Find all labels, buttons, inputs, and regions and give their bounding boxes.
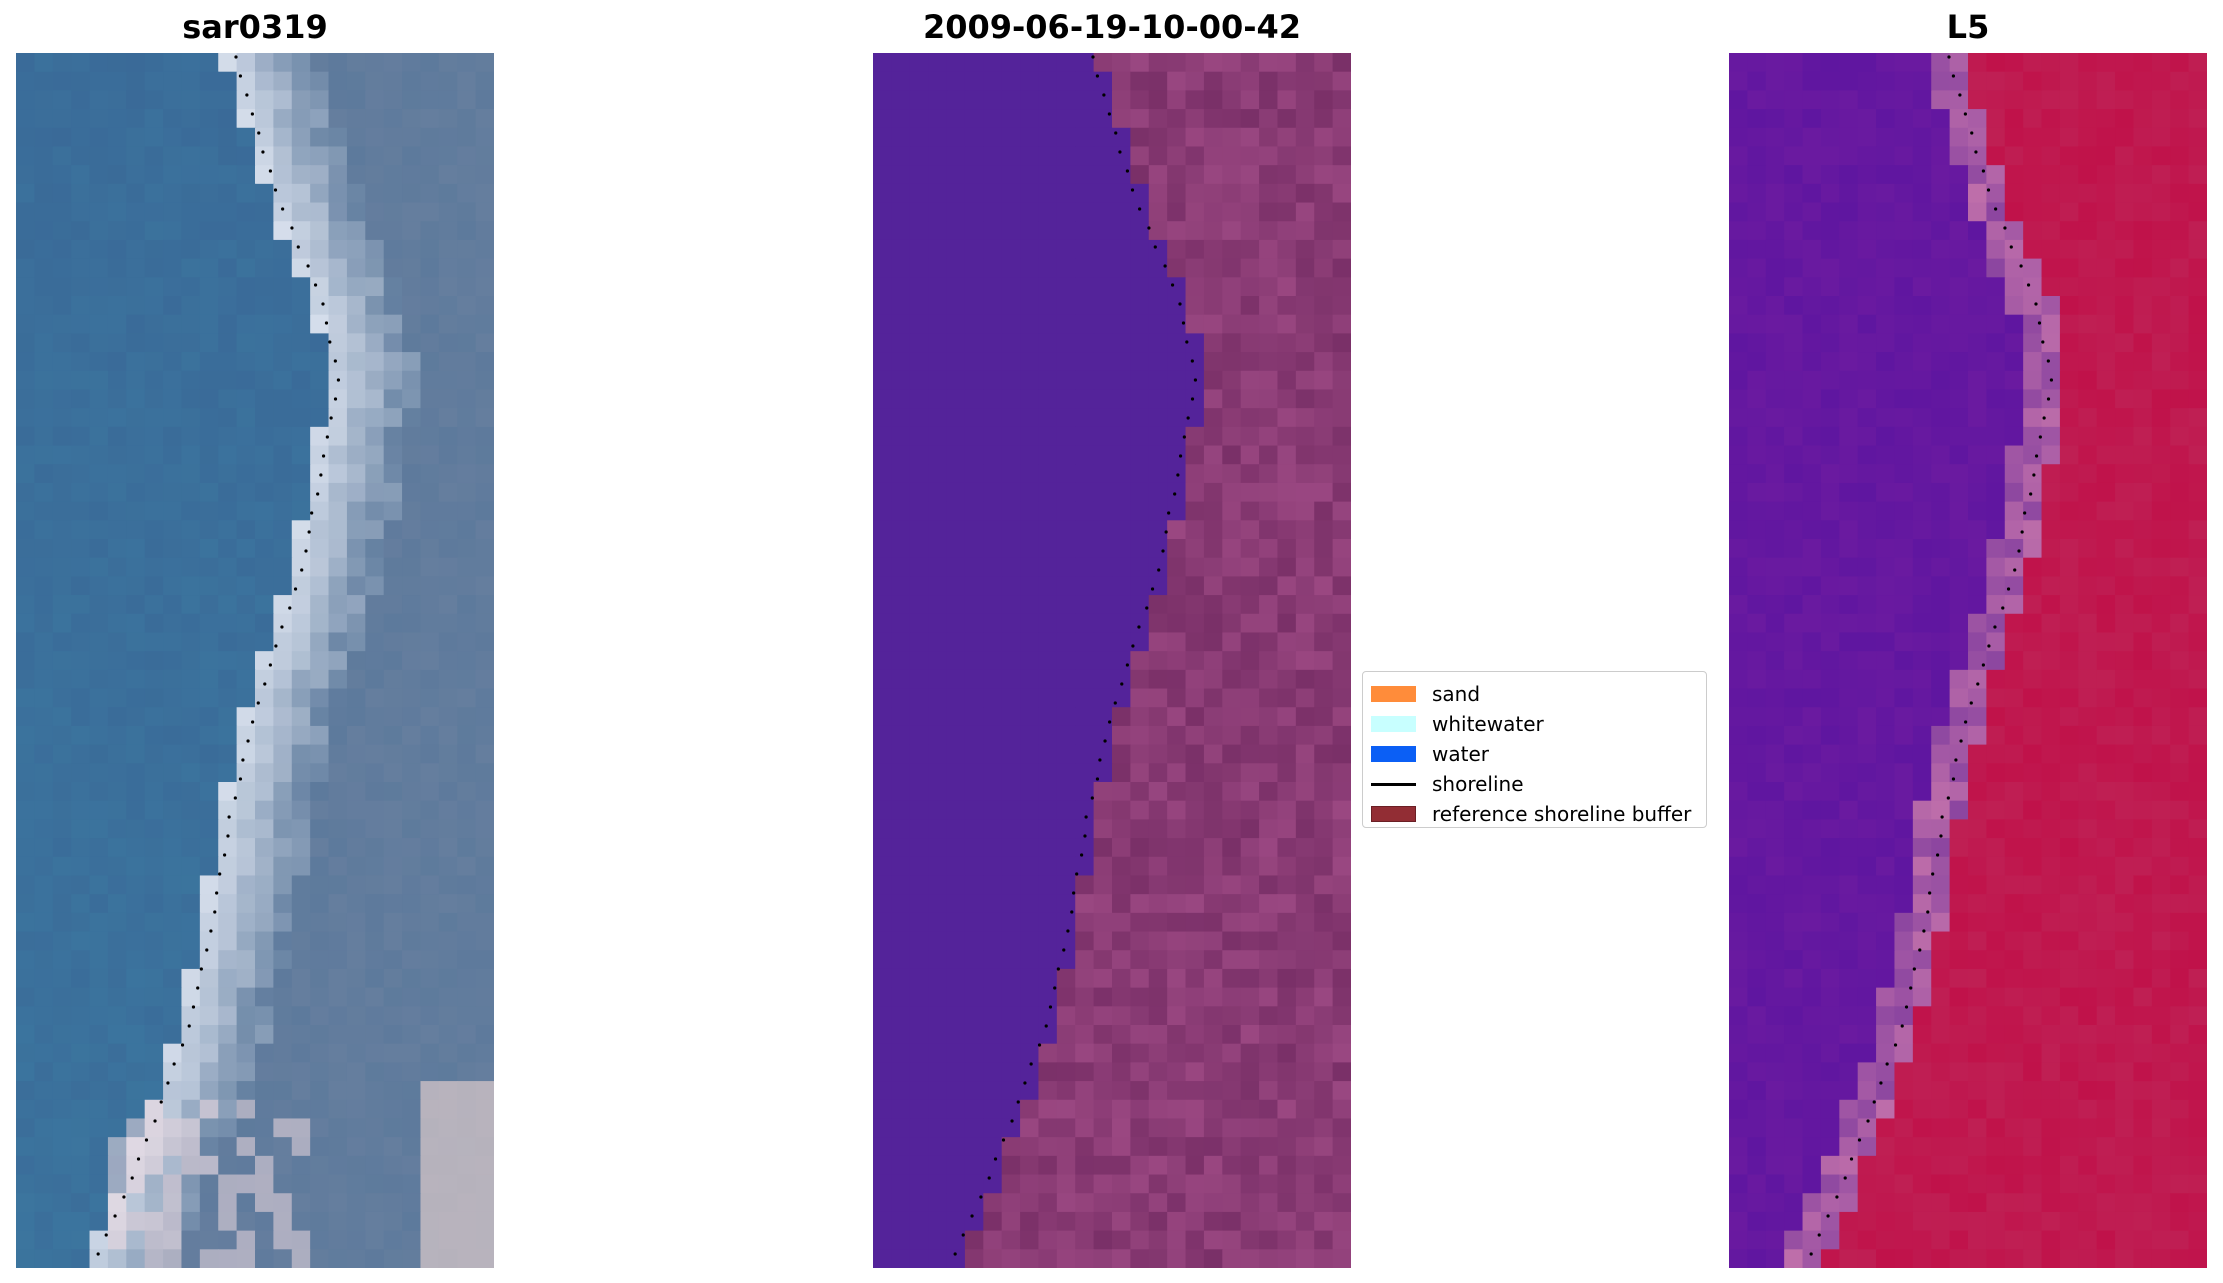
panel-title-index: L5 — [1946, 8, 1990, 46]
legend-label-sand: sand — [1432, 682, 1481, 706]
panel-title-rgb: sar0319 — [182, 8, 328, 46]
legend: sand whitewater water shoreline referenc… — [1362, 671, 1707, 828]
legend-label-water: water — [1432, 742, 1489, 766]
legend-label-shoreline: shoreline — [1432, 772, 1524, 796]
legend-item-buffer: reference shoreline buffer — [1371, 799, 1698, 829]
shoreline-line-icon — [1371, 782, 1416, 786]
panel-title-classified: 2009-06-19-10-00-42 — [922, 8, 1302, 46]
legend-item-sand: sand — [1371, 679, 1698, 709]
legend-label-buffer: reference shoreline buffer — [1432, 802, 1692, 826]
whitewater-swatch — [1371, 716, 1416, 732]
water-swatch — [1371, 746, 1416, 762]
legend-label-whitewater: whitewater — [1432, 712, 1544, 736]
classified-image-panel — [873, 53, 1351, 1268]
sand-swatch — [1371, 686, 1416, 702]
shoreline-dots — [953, 55, 1198, 1256]
rgb-image-panel — [16, 53, 494, 1268]
shoreline-dots — [1809, 55, 2054, 1256]
index-image-panel — [1729, 53, 2207, 1268]
legend-item-water: water — [1371, 739, 1698, 769]
legend-item-shoreline: shoreline — [1371, 769, 1698, 799]
legend-item-whitewater: whitewater — [1371, 709, 1698, 739]
buffer-swatch — [1371, 806, 1416, 822]
shoreline-dots — [96, 55, 341, 1256]
